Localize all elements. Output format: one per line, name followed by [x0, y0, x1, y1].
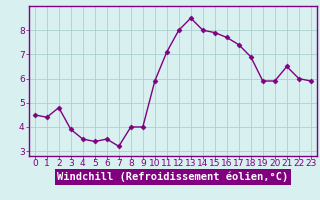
X-axis label: Windchill (Refroidissement éolien,°C): Windchill (Refroidissement éolien,°C)	[57, 172, 288, 182]
